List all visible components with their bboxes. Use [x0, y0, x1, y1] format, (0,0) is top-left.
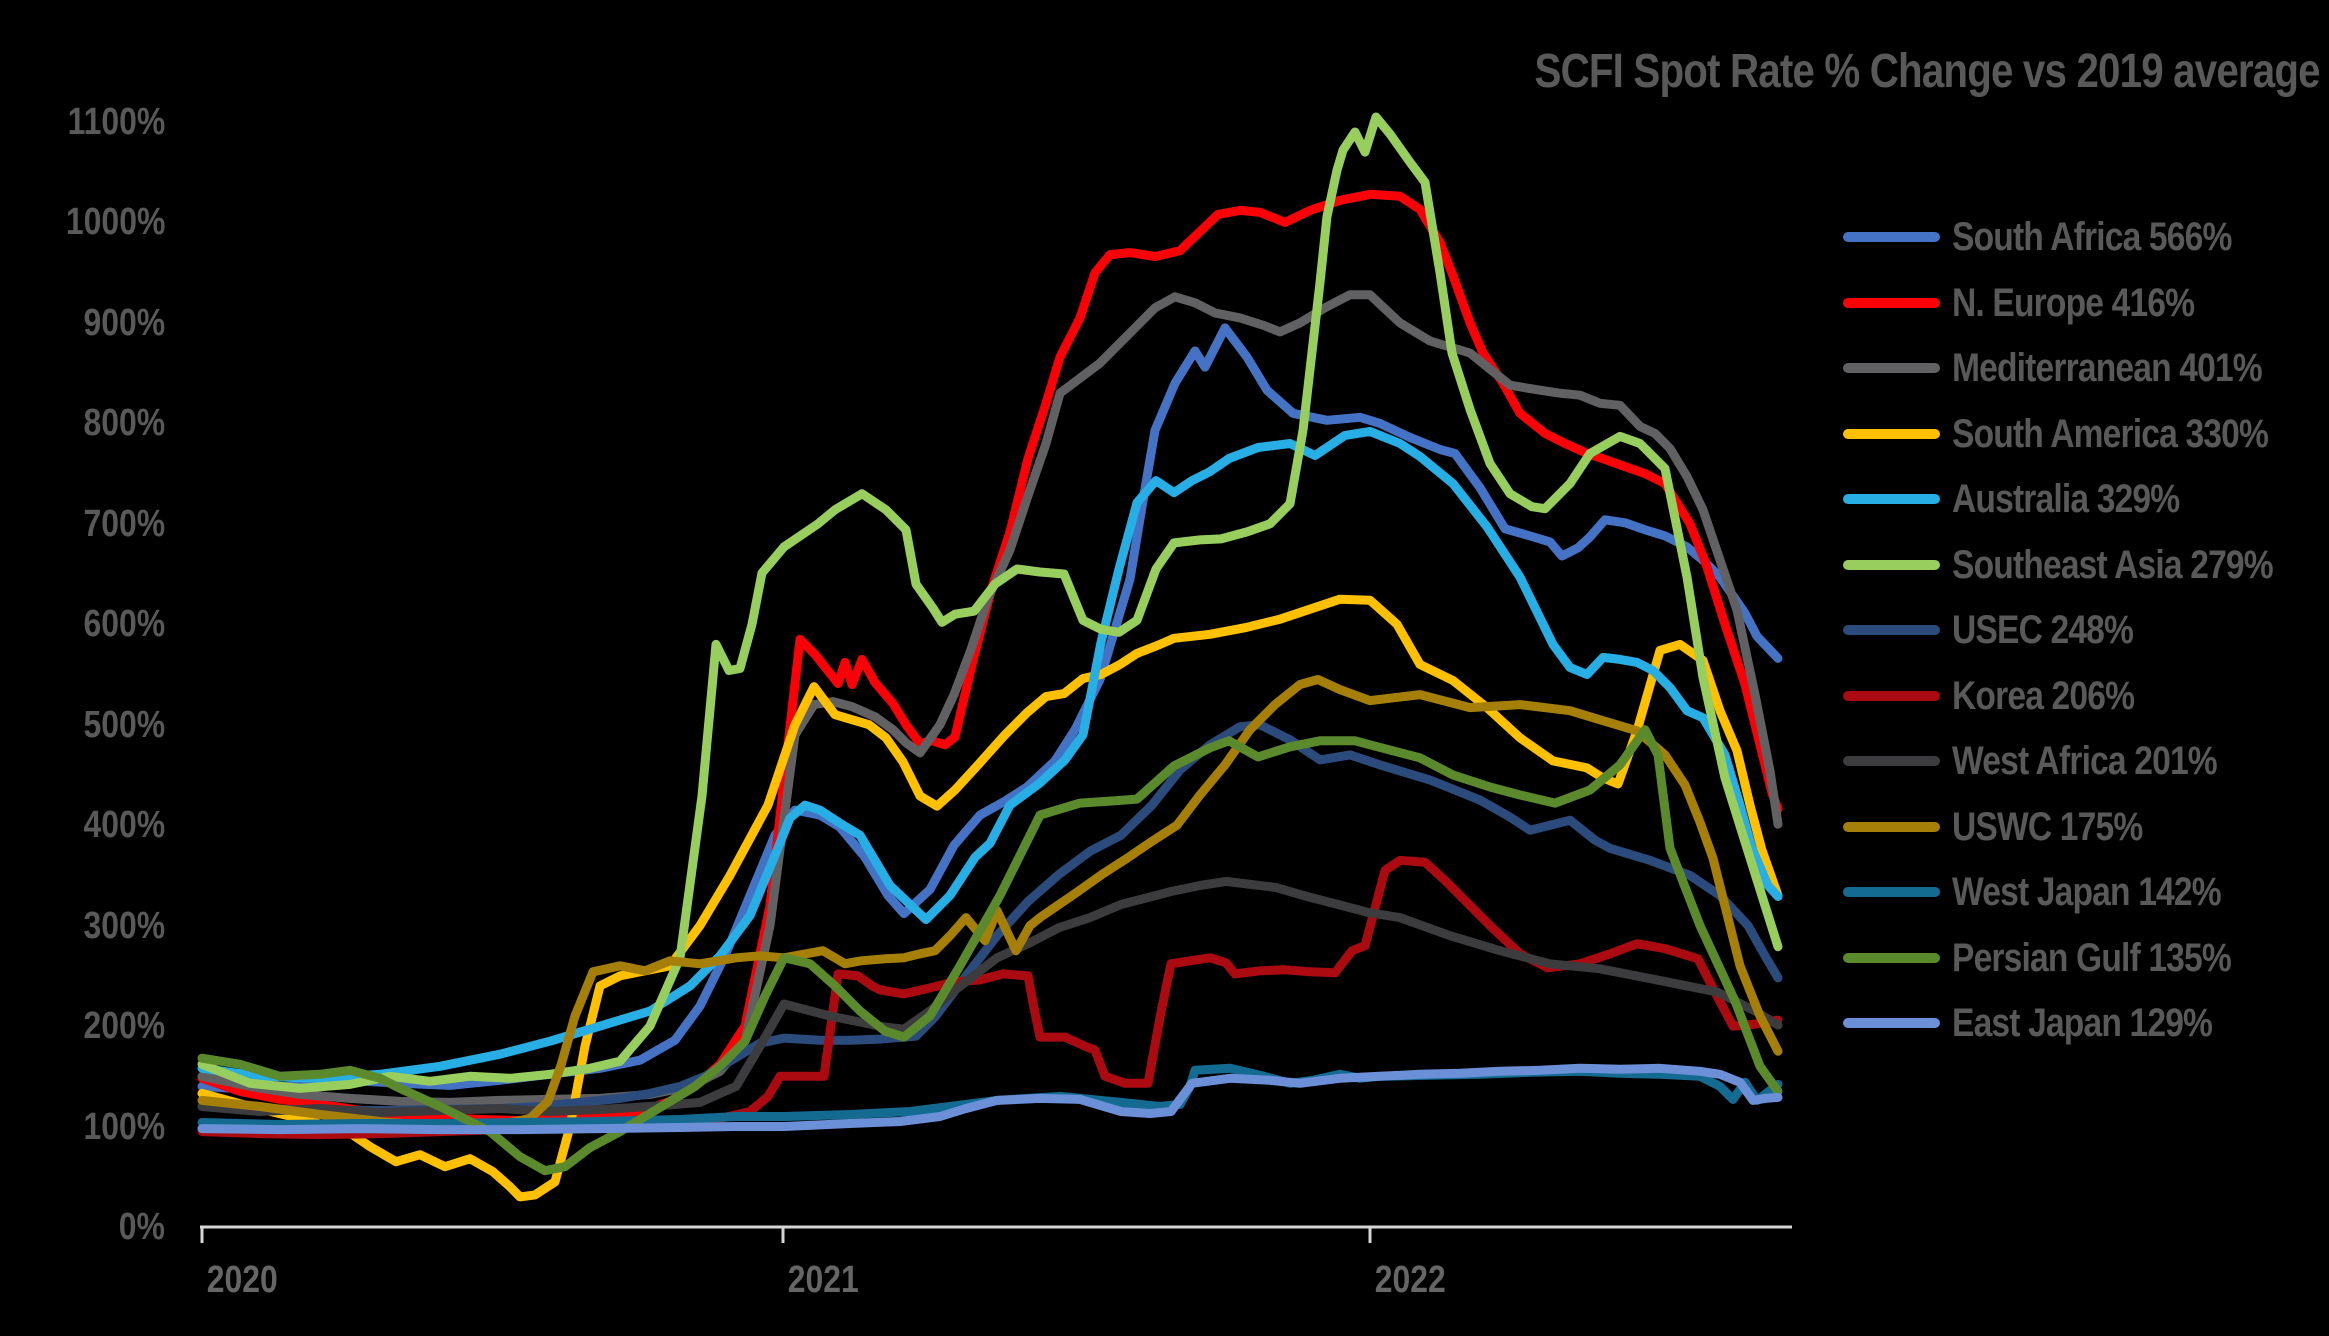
- legend-swatch-west-japan: [1843, 887, 1940, 897]
- legend-label-n-europe: N. Europe 416%: [1952, 280, 2195, 325]
- legend-label-east-japan: East Japan 129%: [1952, 1001, 2213, 1045]
- series-line-south-africa: [197, 323, 1783, 1094]
- legend-swatch-south-america: [1843, 428, 1940, 439]
- legend-label-southeast-asia: Southeast Asia 279%: [1952, 542, 2274, 587]
- legend-swatch-southeast-asia: [1843, 559, 1940, 570]
- legend-swatch-korea: [1843, 690, 1940, 701]
- series-line-west-africa: [197, 876, 1783, 1117]
- legend-swatch-mediterranean: [1843, 363, 1940, 373]
- series-line-southeast-asia: [197, 112, 1783, 1093]
- x-axis-label-2022: 2022: [1374, 1259, 1446, 1301]
- x-axis-label-2021: 2021: [787, 1259, 859, 1301]
- x-axis-label-2020: 2020: [206, 1259, 278, 1301]
- y-axis-label-1100: 1100%: [67, 100, 165, 143]
- legend-swatch-east-japan: [1843, 1018, 1940, 1028]
- series-line-korea: [197, 855, 1783, 1140]
- y-axis-label-300: 300%: [83, 904, 165, 947]
- legend-label-korea: Korea 206%: [1952, 673, 2135, 718]
- series-line-west-japan: [197, 1063, 1783, 1129]
- y-axis-label-500: 500%: [83, 703, 165, 746]
- y-axis-label-900: 900%: [83, 301, 165, 344]
- legend-label-australia: Australia 329%: [1952, 477, 2180, 521]
- legend-swatch-west-africa: [1843, 756, 1940, 766]
- y-axis-label-700: 700%: [83, 502, 165, 545]
- legend-label-uswc: USWC 175%: [1952, 804, 2143, 849]
- legend-label-west-africa: West Africa 201%: [1952, 739, 2218, 783]
- y-axis-label-100: 100%: [83, 1105, 165, 1148]
- legend-label-west-japan: West Japan 142%: [1952, 870, 2222, 914]
- y-axis-label-400: 400%: [83, 804, 165, 847]
- legend-label-mediterranean: Mediterranean 401%: [1952, 346, 2263, 390]
- y-axis-label-200: 200%: [83, 1005, 165, 1048]
- legend-label-south-america: South America 330%: [1952, 411, 2269, 456]
- legend-swatch-south-africa: [1843, 232, 1940, 242]
- y-axis-label-1000: 1000%: [65, 201, 165, 244]
- legend-swatch-n-europe: [1843, 297, 1940, 308]
- legend-label-persian-gulf: Persian Gulf 135%: [1952, 935, 2232, 980]
- series-line-south-america: [197, 594, 1783, 1202]
- legend-swatch-usec: [1843, 625, 1940, 635]
- legend-label-south-africa: South Africa 566%: [1952, 215, 2232, 259]
- y-axis-label-0: 0%: [118, 1206, 165, 1248]
- series-line-east-japan: [197, 1063, 1783, 1135]
- chart-title: SCFI Spot Rate % Change vs 2019 average: [1534, 45, 2321, 98]
- legend-swatch-uswc: [1843, 821, 1940, 832]
- legend-swatch-australia: [1843, 494, 1940, 504]
- legend-swatch-persian-gulf: [1843, 952, 1940, 963]
- y-axis-label-800: 800%: [83, 402, 165, 445]
- y-axis-label-600: 600%: [83, 603, 165, 646]
- series-line-usec: [197, 720, 1783, 1115]
- series-line-persian-gulf: [197, 725, 1783, 1176]
- legend-label-usec: USEC 248%: [1952, 608, 2134, 652]
- series-line-uswc: [197, 675, 1783, 1131]
